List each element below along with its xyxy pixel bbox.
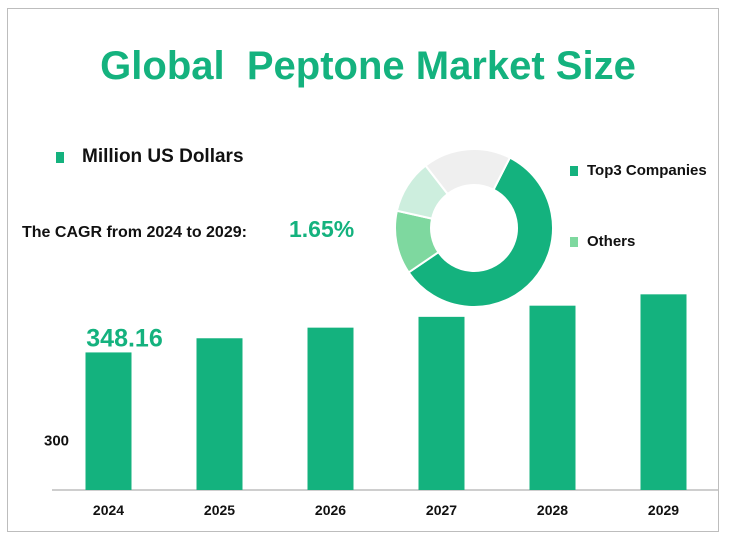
unit-label: Million US Dollars [82, 146, 244, 167]
unit-legend: Million US Dollars [56, 146, 244, 168]
x-tick-label-2024: 2024 [93, 502, 124, 518]
legend-swatch-others [570, 236, 578, 247]
x-tick-label-2028: 2028 [537, 502, 568, 518]
chart-title: Global Peptone Market Size [100, 44, 636, 88]
legend-item-others: Others [570, 233, 635, 250]
legend-swatch-top3 [570, 165, 578, 176]
y-tick-label-0: 300 [44, 433, 69, 450]
chart-frame [7, 8, 719, 532]
cagr-value: 1.65% [289, 216, 355, 242]
bar-2025 [196, 338, 243, 490]
donut-slice-0 [407, 156, 554, 308]
donut-slice-3 [424, 148, 512, 196]
legend-label-top3: Top3 Companies [587, 162, 707, 179]
legend-label-others: Others [587, 233, 636, 250]
bar-2029 [640, 294, 687, 490]
bar-2024 [85, 352, 132, 490]
bar-2028 [529, 305, 576, 490]
bar-2026 [307, 327, 354, 490]
x-tick-label-2027: 2027 [426, 502, 457, 518]
x-tick-label-2026: 2026 [315, 502, 346, 518]
x-tick-label-2029: 2029 [648, 502, 679, 518]
unit-swatch [56, 151, 64, 163]
data-label-2024: 348.16 [86, 324, 162, 352]
x-tick-label-2025: 2025 [204, 502, 235, 518]
bar-2027 [418, 316, 465, 490]
cagr-label: The CAGR from 2024 to 2029: [22, 224, 247, 241]
legend-item-top3: Top3 Companies [570, 162, 707, 179]
